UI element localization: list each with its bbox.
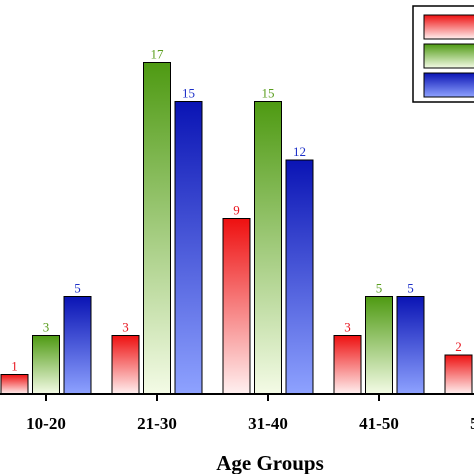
data-label-51-60-series-1: 2	[455, 339, 462, 354]
legend-swatch-series-3	[423, 72, 474, 98]
data-label-41-50-series-3: 5	[407, 281, 414, 296]
data-label-10-20-series-2: 3	[43, 320, 50, 335]
bar-31-40-series-1	[222, 218, 251, 395]
bar-10-20-series-3	[63, 296, 92, 395]
data-label-41-50-series-2: 5	[376, 281, 383, 296]
bar-10-20-series-1	[0, 374, 29, 395]
bar-41-50-series-1	[333, 335, 362, 395]
bar-10-20-series-2	[32, 335, 60, 395]
data-label-21-30-series-1: 3	[122, 320, 129, 335]
x-tick-label-31-40: 31-40	[248, 414, 288, 433]
data-label-10-20-series-1: 1	[11, 359, 18, 374]
data-label-21-30-series-2: 17	[151, 47, 165, 62]
legend-swatch-series-1	[423, 14, 474, 40]
bar-21-30-series-1	[111, 335, 140, 395]
legend-swatch-series-2	[423, 43, 474, 69]
bar-51-60-series-1	[444, 354, 473, 395]
data-label-31-40-series-1: 9	[233, 203, 240, 218]
x-axis: 10-20 21-30 31-40 41-50 51-60	[0, 393, 474, 433]
x-axis-title: Age Groups	[216, 451, 324, 474]
bar-21-30-series-3	[174, 101, 203, 395]
x-tick-label-10-20: 10-20	[26, 414, 66, 433]
bar-41-50-series-2	[365, 296, 393, 395]
x-tick-label-41-50: 41-50	[359, 414, 399, 433]
legend	[412, 5, 474, 103]
bar-31-40-series-3	[285, 159, 314, 395]
bar-31-40-series-2	[254, 101, 282, 395]
data-label-21-30-series-3: 15	[182, 86, 195, 101]
data-label-31-40-series-2: 15	[262, 86, 275, 101]
bar-41-50-series-3	[396, 296, 425, 395]
data-label-41-50-series-1: 3	[344, 320, 351, 335]
data-label-31-40-series-3: 12	[293, 144, 306, 159]
x-tick-label-51-60: 51-60	[470, 414, 474, 433]
plot-area: 1 3 5 3 17 15 9 15 12 3 5 5 2	[0, 47, 473, 395]
bar-21-30-series-2	[143, 62, 171, 395]
data-label-10-20-series-3: 5	[74, 281, 81, 296]
x-tick-label-21-30: 21-30	[137, 414, 177, 433]
